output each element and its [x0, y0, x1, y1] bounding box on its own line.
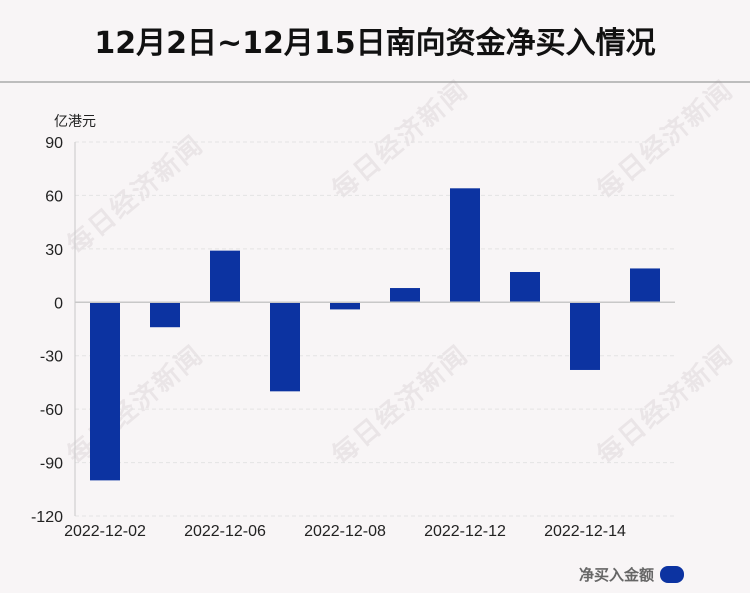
- chart-legend: 净买入金额: [579, 564, 684, 585]
- bar: [150, 302, 180, 328]
- legend-label: 净买入金额: [578, 566, 654, 584]
- y-tick-label: -60: [40, 402, 63, 419]
- x-tick-label: 2022-12-06: [184, 523, 266, 540]
- y-tick-label: -30: [40, 349, 63, 366]
- bar: [510, 272, 540, 303]
- y-tick-label: 0: [54, 295, 63, 312]
- y-axis-unit-label: 亿港元: [54, 114, 96, 130]
- bar: [330, 302, 360, 310]
- bar: [90, 302, 120, 481]
- bar: [630, 268, 660, 303]
- bar: [570, 302, 600, 370]
- y-tick-label: 60: [45, 188, 63, 205]
- x-tick-label: 2022-12-12: [424, 523, 506, 540]
- bar: [210, 250, 240, 303]
- y-tick-label: -120: [31, 509, 63, 526]
- title-divider: [0, 81, 750, 83]
- bar: [390, 288, 420, 303]
- x-tick-label: 2022-12-02: [64, 523, 146, 540]
- y-tick-label: -90: [40, 456, 63, 473]
- bar: [450, 188, 480, 303]
- x-tick-label: 2022-12-14: [544, 523, 626, 540]
- legend-swatch: [660, 566, 684, 583]
- bar: [270, 302, 300, 392]
- y-tick-label: 90: [45, 135, 63, 152]
- chart-title: 12月2日~12月15日南向资金净买入情况: [94, 26, 656, 61]
- y-tick-label: 30: [45, 242, 63, 259]
- x-tick-label: 2022-12-08: [304, 523, 386, 540]
